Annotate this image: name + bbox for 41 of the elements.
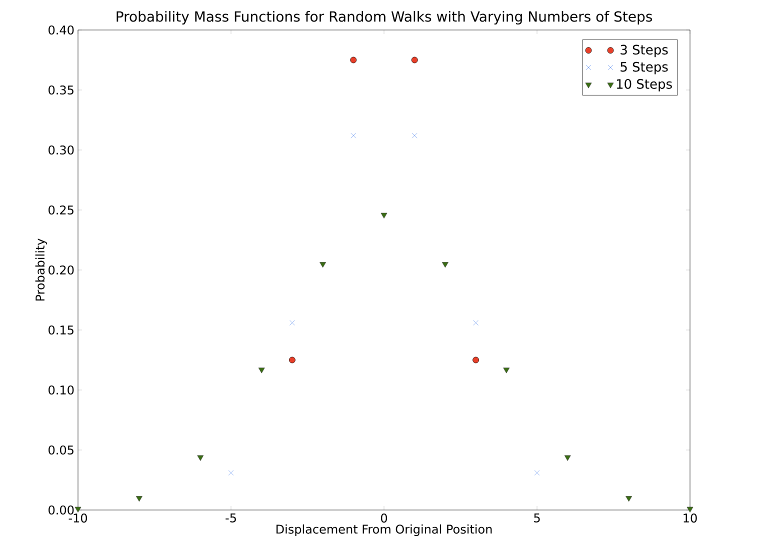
point bbox=[197, 455, 204, 461]
legend-label: 5 Steps bbox=[620, 62, 668, 74]
x-tick-label: 0 bbox=[380, 514, 388, 523]
point bbox=[626, 496, 632, 502]
y-tick-label: 0.05 bbox=[48, 445, 74, 455]
point bbox=[686, 506, 694, 512]
y-tick-label: 0.20 bbox=[48, 265, 74, 275]
point bbox=[534, 470, 540, 476]
point bbox=[380, 212, 388, 218]
point bbox=[412, 132, 418, 138]
x-axis-title: Displacement From Original Position bbox=[276, 524, 492, 536]
y-tick-label: 0.00 bbox=[48, 505, 74, 515]
y-tick-label: 0.25 bbox=[48, 205, 74, 215]
point bbox=[228, 470, 234, 476]
y-tick-label: 0.15 bbox=[48, 325, 74, 335]
x-tick-label: -10 bbox=[68, 514, 88, 523]
point bbox=[472, 356, 480, 364]
point bbox=[258, 368, 265, 374]
x-tick-label: -5 bbox=[226, 514, 236, 522]
point bbox=[290, 320, 295, 326]
x-tick-label: 5 bbox=[534, 514, 540, 522]
point bbox=[350, 132, 356, 138]
point bbox=[350, 56, 357, 64]
chart-title: Probability Mass Functions for Random Walks with Varying Numbers of Steps bbox=[116, 10, 652, 24]
y-tick-label: 0.30 bbox=[48, 145, 74, 155]
y-axis-title: Probability bbox=[35, 238, 47, 301]
point bbox=[136, 496, 142, 502]
point bbox=[564, 455, 571, 461]
y-tick-label: 0.10 bbox=[48, 385, 74, 395]
point bbox=[320, 262, 326, 268]
point bbox=[411, 56, 418, 64]
y-tick-label: 0.35 bbox=[48, 85, 74, 95]
legend-label: 10 Steps bbox=[616, 79, 672, 92]
legend-label: 3 Steps bbox=[620, 44, 668, 58]
point bbox=[74, 506, 82, 512]
y-tick-label: 0.40 bbox=[48, 25, 74, 35]
x-tick-label: 10 bbox=[684, 514, 697, 523]
point bbox=[289, 356, 296, 364]
point bbox=[473, 320, 478, 326]
point bbox=[442, 262, 448, 268]
point bbox=[503, 368, 510, 374]
